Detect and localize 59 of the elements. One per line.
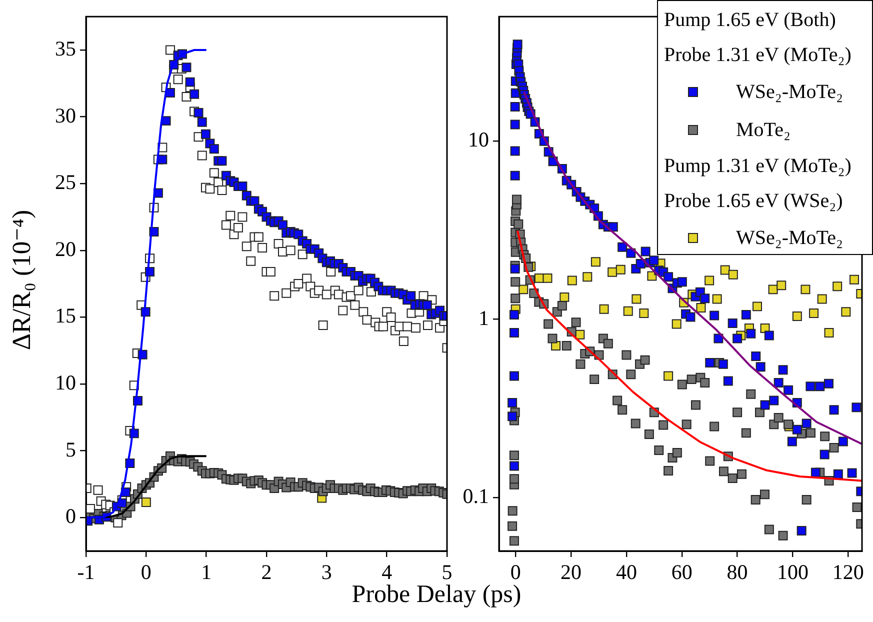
point <box>832 282 842 292</box>
point <box>824 328 834 338</box>
point <box>792 311 802 321</box>
point <box>632 294 642 304</box>
annotation: Pump 1.31 eV (MoTe₂) <box>664 154 852 179</box>
point <box>542 273 552 283</box>
y-tick-label: 10 <box>468 128 489 152</box>
y-tick-label: 30 <box>55 103 76 128</box>
y-tick-label: 25 <box>55 170 76 194</box>
annotation: Probe 1.31 eV (MoTe₂) <box>664 43 852 68</box>
y-tick-label: 20 <box>55 236 76 261</box>
point <box>639 308 649 318</box>
point <box>582 272 592 282</box>
point <box>590 257 600 267</box>
legend-label: MoTe₂ <box>736 118 790 142</box>
annotation: Pump 1.65 eV (Both) <box>664 8 837 33</box>
point <box>664 371 674 381</box>
point <box>518 284 528 294</box>
y-axis-title: ΔR/R₀ (10⁻⁴) <box>7 210 37 350</box>
point <box>800 284 810 294</box>
point <box>776 280 786 290</box>
point <box>704 276 714 286</box>
point <box>712 294 722 304</box>
x-tick-label: 100 <box>776 560 808 584</box>
y-tick-label: 15 <box>55 304 76 328</box>
point <box>567 276 577 286</box>
point <box>752 302 762 312</box>
point <box>672 319 682 329</box>
x-tick-label: 80 <box>726 560 748 584</box>
point <box>608 267 618 277</box>
point <box>817 294 827 304</box>
point <box>616 264 626 274</box>
y-tick-label: 5 <box>66 437 76 462</box>
x-tick-label: 2 <box>261 560 272 584</box>
x-tick-label: 60 <box>671 560 692 584</box>
x-tick-label: 3 <box>321 560 332 584</box>
y-tick-label: 35 <box>55 36 76 61</box>
y-tick-label: 0 <box>66 504 76 528</box>
point <box>809 308 819 318</box>
x-tick-label: -1 <box>77 560 95 584</box>
x-tick-label: 0 <box>140 560 152 584</box>
point <box>560 292 570 302</box>
point <box>850 274 859 284</box>
point <box>728 270 738 280</box>
y-tick-label: 1 <box>478 306 489 330</box>
annotation: Probe 1.65 eV (WSe₂) <box>664 189 844 214</box>
point <box>841 307 851 317</box>
x-tick-label: 1 <box>201 560 212 584</box>
point <box>768 284 778 294</box>
x-tick-label: 20 <box>560 560 582 584</box>
legend-label: WSe₂-MoTe₂ <box>736 226 843 250</box>
y-tick-label: 0.1 <box>462 484 489 508</box>
point <box>599 304 609 314</box>
point <box>623 306 633 316</box>
x-tick-label: 120 <box>832 560 864 584</box>
y-tick-label: 10 <box>55 370 76 395</box>
point <box>696 303 706 313</box>
x-tick-label: 40 <box>616 560 637 584</box>
legend-label: WSe₂-MoTe₂ <box>736 80 843 104</box>
